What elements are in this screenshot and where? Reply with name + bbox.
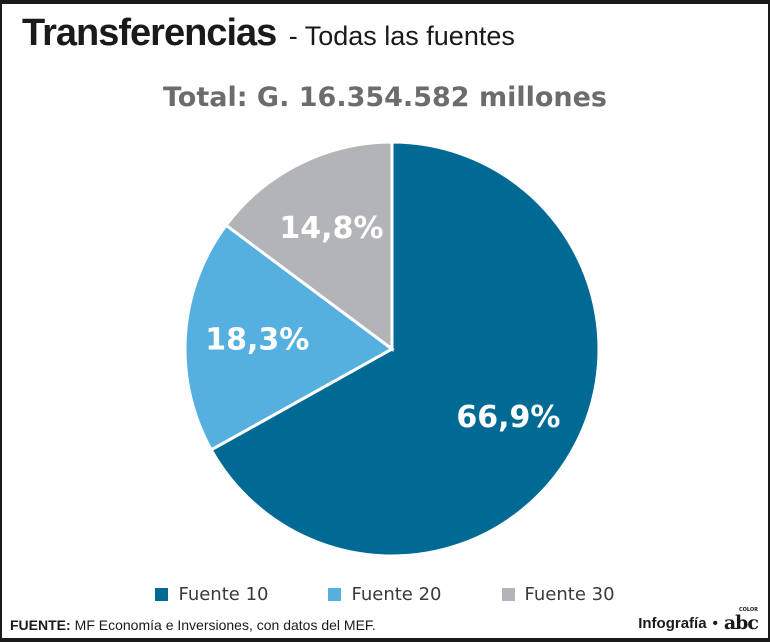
- data-label-fuente-10: 66,9%: [456, 400, 560, 435]
- abc-logo: abc COLOR: [723, 607, 759, 634]
- legend-label: Fuente 20: [351, 584, 442, 605]
- data-label-fuente-30: 14,8%: [279, 211, 383, 246]
- source-note: FUENTE: MF Economía e Inversiones, con da…: [10, 617, 376, 633]
- chart-subtitle: - Todas las fuentes: [288, 21, 515, 51]
- logo-small-text: COLOR: [738, 607, 758, 613]
- chart-title: Transferencias: [22, 12, 277, 54]
- source-text: MF Economía e Inversiones, con datos del…: [74, 617, 376, 633]
- bottom-rule: [0, 638, 770, 642]
- pie-slice-fuente-20: [183, 223, 395, 452]
- data-label-fuente-20: 18,3%: [205, 323, 309, 358]
- legend-item-fuente-10: Fuente 10: [155, 584, 268, 605]
- total-label: Total: G. 16.354.582 millones: [162, 82, 608, 113]
- bullet-icon: •: [712, 614, 718, 632]
- credit-text: Infografía: [638, 614, 707, 632]
- right-rule: [768, 0, 770, 642]
- legend-item-fuente-30: Fuente 30: [501, 584, 615, 605]
- legend-swatch: [155, 588, 169, 601]
- source-label: FUENTE:: [10, 617, 71, 633]
- title-row: Transferencias - Todas las fuentes: [22, 12, 515, 55]
- pie-labels: 66,9% 18,3% 14,8%: [205, 211, 560, 435]
- legend-label: Fuente 10: [178, 584, 269, 605]
- top-rule: [0, 0, 770, 4]
- credit: Infografía • abc COLOR: [638, 607, 759, 634]
- legend-swatch: [328, 588, 342, 601]
- legend-swatch: [501, 588, 515, 601]
- legend-item-fuente-20: Fuente 20: [328, 584, 442, 605]
- logo-text: abc: [723, 612, 759, 634]
- pie-slices: [183, 140, 601, 558]
- pie-slice-fuente-30: [223, 140, 394, 352]
- pie-slice-fuente-10: [209, 140, 601, 558]
- legend: Fuente 10 Fuente 20 Fuente 30: [0, 584, 770, 605]
- left-rule: [0, 0, 2, 642]
- legend-label: Fuente 30: [524, 584, 615, 605]
